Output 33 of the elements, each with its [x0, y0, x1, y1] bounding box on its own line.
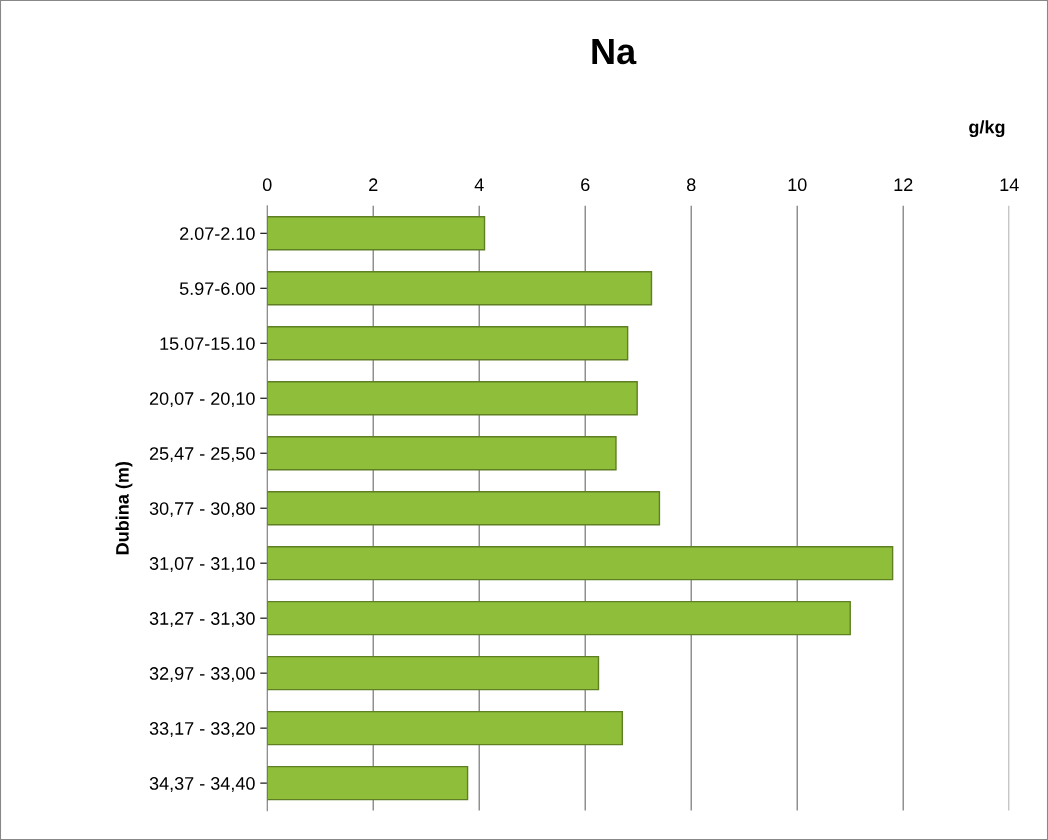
x-tick-label: 6	[581, 178, 590, 192]
y-tick-label: 30,77 - 30,80	[149, 502, 255, 518]
bar	[267, 710, 624, 746]
bar	[267, 216, 486, 251]
y-tick-label: 31,27 - 31,30	[149, 612, 255, 628]
y-tick-label: 32,97 - 33,00	[149, 667, 255, 682]
bar	[267, 765, 469, 801]
y-tick-label: 20,07 - 20,10	[149, 392, 255, 408]
y-tick-label: 15.07-15.10	[160, 337, 255, 350]
bar	[267, 436, 617, 471]
x-axis-title: g/kg	[969, 120, 1005, 138]
y-tick-label: 2.07-2.10	[180, 227, 255, 241]
bar	[267, 491, 661, 526]
x-tick-label: 8	[686, 178, 696, 192]
y-tick-label: 25,47 - 25,50	[149, 447, 255, 463]
x-tick-label: 10	[788, 178, 807, 192]
x-tick-label: 4	[474, 178, 484, 191]
bar	[267, 271, 653, 306]
bar	[267, 381, 638, 416]
x-tick-label: 2	[369, 178, 378, 191]
bar	[267, 326, 629, 361]
bar	[267, 655, 600, 691]
x-tick-label: 14	[1000, 178, 1019, 191]
y-tick-label: 31,07 - 31,10	[149, 557, 255, 573]
y-tick-label: 33,17 - 33,20	[149, 722, 255, 737]
y-tick-label: 34,37 - 34,40	[149, 777, 255, 792]
bar	[267, 545, 894, 581]
y-tick-label: 5.97-6.00	[179, 282, 255, 295]
bar	[267, 600, 851, 636]
x-tick-label: 12	[894, 178, 913, 191]
y-axis-title: Dubina (m)	[115, 461, 133, 555]
chart-title: Na	[592, 39, 637, 65]
x-tick-label: 0	[262, 178, 272, 192]
